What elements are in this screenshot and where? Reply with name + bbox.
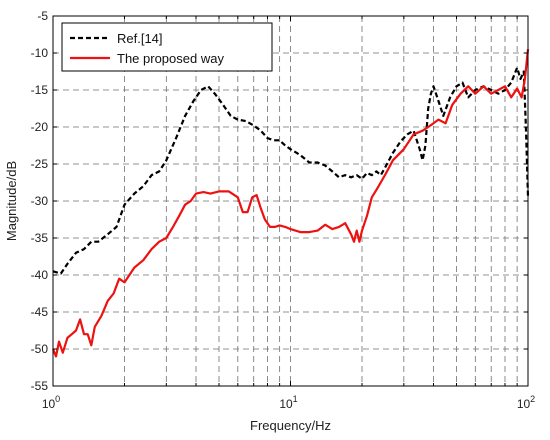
series-lines <box>51 49 530 358</box>
y-axis-title: Magnitude/dB <box>4 161 19 241</box>
y-tick-label: -30 <box>31 194 49 208</box>
x-tick-base: 10 <box>42 397 56 411</box>
series-line-ref14 <box>52 66 530 275</box>
y-tick-label: -45 <box>31 305 49 319</box>
x-tick-base: 10 <box>517 397 531 411</box>
y-tick-label: -50 <box>31 342 49 356</box>
x-tick-label: 102 <box>517 394 535 411</box>
y-tick-label: -10 <box>31 46 49 60</box>
y-tick-label: -20 <box>31 120 49 134</box>
x-tick-base: 10 <box>279 397 293 411</box>
legend-box <box>61 22 273 72</box>
x-tick-exponent: 2 <box>530 394 535 404</box>
legend-label: The proposed way <box>117 51 224 66</box>
x-tick-exponent: 1 <box>293 394 298 404</box>
x-axis-title: Frequency/Hz <box>250 418 331 433</box>
y-tick-label: -40 <box>31 268 49 282</box>
y-tick-label: -35 <box>31 231 49 245</box>
legend: Ref.[14] The proposed way <box>61 22 273 72</box>
y-tick-label: -25 <box>31 157 49 171</box>
series-line-proposed-way <box>51 49 530 358</box>
legend-label: Ref.[14] <box>117 31 163 46</box>
x-tick-label: 101 <box>279 394 297 411</box>
x-tick-label: 100 <box>42 394 60 411</box>
y-tick-label: -15 <box>31 83 49 97</box>
y-tick-label: -5 <box>37 9 48 23</box>
x-tick-exponent: 0 <box>55 394 60 404</box>
y-tick-label: -55 <box>31 379 49 393</box>
